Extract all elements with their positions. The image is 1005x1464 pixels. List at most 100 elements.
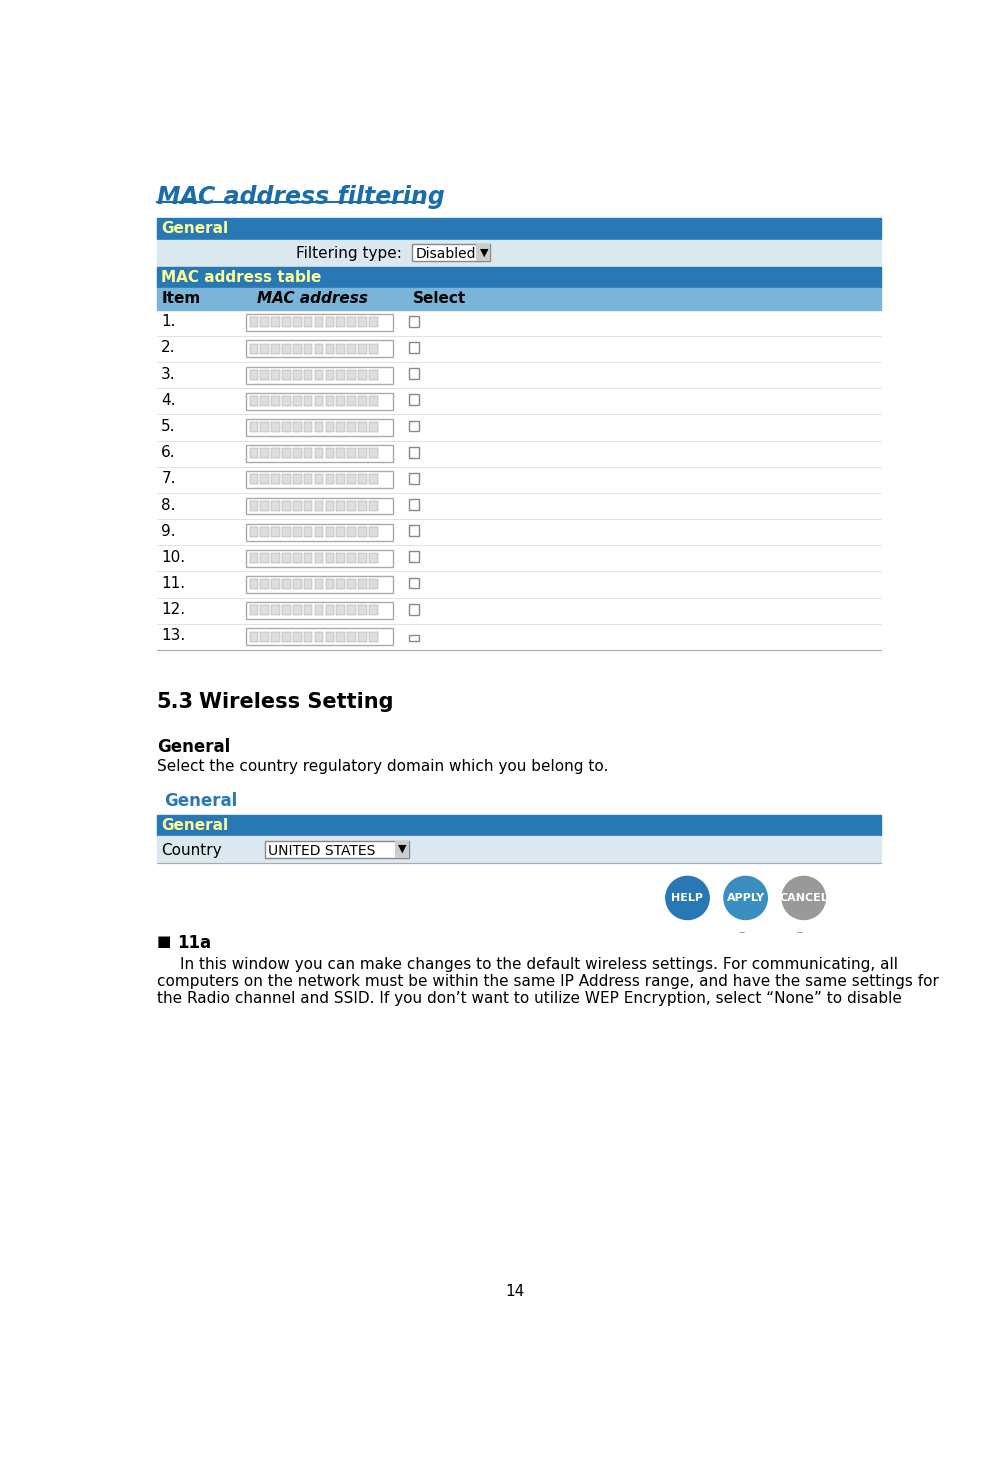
Text: In this window you can make changes to the default wireless settings. For commun: In this window you can make changes to t… (180, 957, 897, 972)
Bar (337, 370, 345, 379)
Bar (293, 553, 302, 564)
Text: 1.: 1. (161, 315, 176, 329)
Bar (293, 605, 302, 615)
Bar (412, 244, 489, 261)
Bar (369, 344, 378, 353)
Bar (326, 344, 334, 353)
Text: 6.: 6. (161, 445, 176, 460)
Bar (271, 344, 279, 353)
Bar (246, 445, 393, 463)
Bar (282, 501, 290, 511)
Bar (315, 422, 324, 432)
Text: 12.: 12. (161, 602, 185, 618)
Bar (260, 580, 269, 589)
Bar (157, 310, 881, 335)
Bar (249, 580, 258, 589)
Bar (348, 395, 356, 406)
Text: General: General (165, 792, 237, 810)
Text: General: General (161, 221, 228, 236)
Text: MAC address filtering: MAC address filtering (157, 184, 444, 209)
Bar (408, 473, 419, 483)
Bar (358, 605, 367, 615)
Bar (348, 580, 356, 589)
Bar (293, 527, 302, 537)
Bar (157, 441, 881, 467)
Bar (293, 344, 302, 353)
Bar (369, 501, 378, 511)
Bar (271, 395, 279, 406)
Bar (282, 580, 290, 589)
Bar (337, 474, 345, 485)
Bar (326, 553, 334, 564)
Bar (408, 499, 419, 509)
Bar (157, 266, 881, 288)
Bar (337, 501, 345, 511)
Bar (282, 527, 290, 537)
Bar (348, 605, 356, 615)
Bar (326, 631, 334, 641)
Bar (348, 527, 356, 537)
Bar (369, 395, 378, 406)
Bar (271, 370, 279, 379)
Bar (348, 370, 356, 379)
Bar (408, 394, 419, 406)
Text: Select: Select (412, 291, 465, 306)
Bar (157, 597, 881, 624)
Text: –: – (797, 925, 803, 938)
Bar (326, 527, 334, 537)
Bar (246, 392, 393, 410)
Text: Wireless Setting: Wireless Setting (199, 691, 394, 712)
Text: 7.: 7. (161, 471, 176, 486)
Bar (282, 370, 290, 379)
Bar (358, 395, 367, 406)
Bar (358, 422, 367, 432)
Bar (315, 580, 324, 589)
Bar (358, 527, 367, 537)
Bar (408, 316, 419, 326)
Bar (249, 474, 258, 485)
Bar (157, 467, 881, 493)
Bar (246, 366, 393, 384)
Text: ■: ■ (157, 934, 171, 949)
Bar (304, 527, 313, 537)
Bar (358, 474, 367, 485)
Bar (249, 422, 258, 432)
Bar (271, 474, 279, 485)
Text: 4.: 4. (161, 392, 176, 408)
Text: 5.3: 5.3 (157, 691, 194, 712)
Text: 14: 14 (506, 1284, 525, 1300)
Bar (348, 474, 356, 485)
Bar (408, 367, 419, 379)
Bar (408, 526, 419, 536)
Bar (304, 344, 313, 353)
Bar (271, 422, 279, 432)
Bar (249, 527, 258, 537)
Bar (293, 501, 302, 511)
Bar (260, 631, 269, 641)
Bar (326, 370, 334, 379)
Bar (315, 501, 324, 511)
Bar (260, 344, 269, 353)
Bar (408, 420, 419, 432)
Text: APPLY: APPLY (727, 893, 765, 903)
Bar (260, 553, 269, 564)
Circle shape (665, 877, 710, 919)
Bar (246, 602, 393, 619)
Bar (282, 605, 290, 615)
Text: Country: Country (161, 842, 222, 858)
Bar (157, 520, 881, 545)
Bar (369, 527, 378, 537)
Bar (369, 474, 378, 485)
Bar (271, 318, 279, 328)
Bar (315, 395, 324, 406)
Circle shape (724, 877, 768, 919)
Bar (246, 341, 393, 357)
Text: 11.: 11. (161, 575, 185, 591)
Bar (326, 318, 334, 328)
Bar (326, 580, 334, 589)
Bar (304, 605, 313, 615)
Bar (260, 395, 269, 406)
Bar (369, 605, 378, 615)
Bar (348, 631, 356, 641)
Bar (358, 553, 367, 564)
